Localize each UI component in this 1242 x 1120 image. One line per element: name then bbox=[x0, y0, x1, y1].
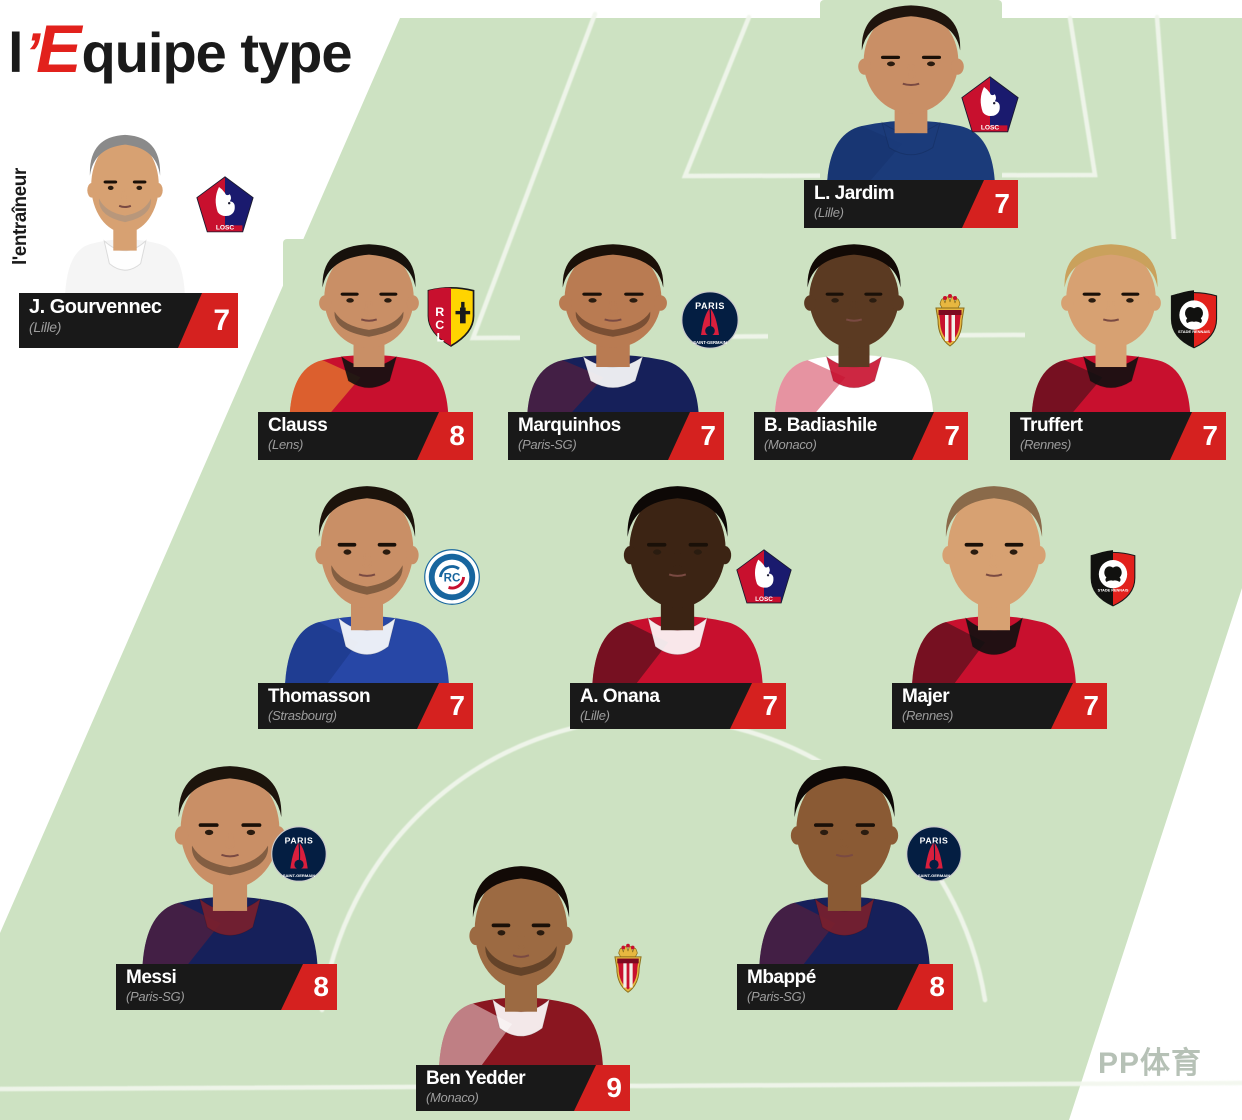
svg-text:R: R bbox=[435, 305, 444, 319]
svg-text:LOSC: LOSC bbox=[216, 225, 235, 232]
svg-text:LOSC: LOSC bbox=[981, 125, 1000, 132]
svg-text:RC: RC bbox=[444, 572, 461, 585]
svg-text:SAINT-GERMAIN: SAINT-GERMAIN bbox=[918, 873, 950, 878]
svg-text:L: L bbox=[437, 330, 445, 344]
svg-text:LOSC: LOSC bbox=[755, 596, 773, 603]
svg-text:STADE RENNAIS: STADE RENNAIS bbox=[1098, 589, 1129, 593]
svg-text:SAINT-GERMAIN: SAINT-GERMAIN bbox=[693, 340, 727, 345]
svg-text:STADE RENNAIS: STADE RENNAIS bbox=[1178, 329, 1210, 334]
svg-text:SAINT-GERMAIN: SAINT-GERMAIN bbox=[283, 873, 315, 878]
